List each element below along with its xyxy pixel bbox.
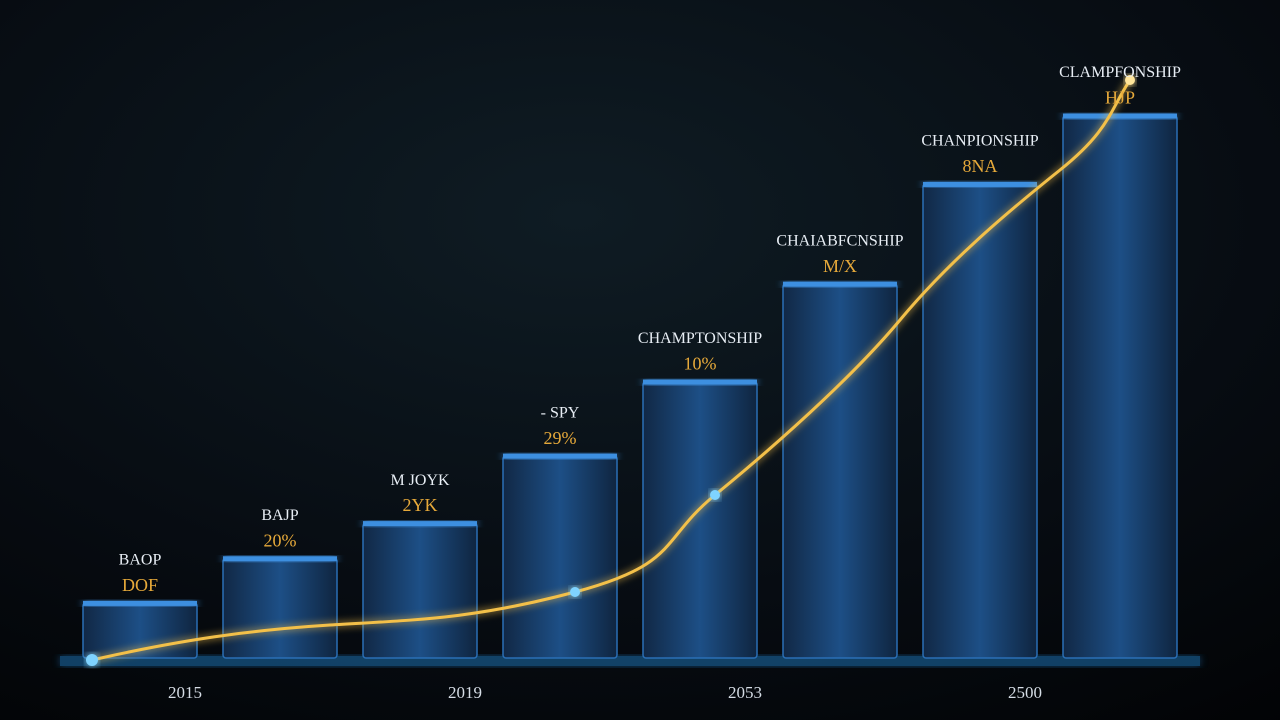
x-tick-label: 2019 (448, 683, 482, 702)
floor-glow (60, 656, 1200, 666)
trend-line (91, 79, 1132, 662)
annotation-title: CHAIABFCNSHIP (776, 232, 903, 249)
bar-top (83, 600, 197, 606)
bar (362, 522, 478, 659)
bar (502, 454, 618, 659)
bar-top (643, 379, 757, 385)
annotation-title: - SPY (541, 404, 580, 421)
bar-top (363, 521, 477, 527)
bar (922, 183, 1038, 659)
annotation-label: 2YK (403, 495, 438, 515)
x-tick-label: 2015 (168, 683, 202, 702)
bar-top (783, 281, 897, 287)
annotation-label: 20% (264, 530, 297, 550)
annotation-label: 29% (544, 428, 577, 448)
bar-top (1063, 113, 1177, 119)
bar (642, 380, 758, 659)
glow-dot (1125, 75, 1135, 85)
annotation-title: CHAMPTONSHIP (638, 330, 762, 347)
annotation-label: HJP (1105, 88, 1135, 108)
annotation-title: M JOYK (390, 472, 450, 489)
bar (222, 557, 338, 659)
glow-dot (86, 654, 98, 666)
bar-top (923, 181, 1037, 187)
bar (1062, 114, 1178, 659)
bar (782, 282, 898, 659)
bar-top (503, 453, 617, 459)
annotation-label: 8NA (963, 156, 998, 176)
annotation-title: CHANPIONSHIP (921, 133, 1038, 150)
bars (82, 113, 1178, 659)
annotation-label: 10% (684, 354, 717, 374)
x-tick-label: 2053 (728, 683, 762, 702)
annotation-title: BAJP (261, 507, 298, 524)
annotation-title: BAOP (119, 552, 162, 569)
annotation-title: CLAMPFONSHIP (1059, 64, 1181, 81)
x-tick-label: 2500 (1008, 683, 1042, 702)
glow-dot (710, 490, 720, 500)
bar-top (223, 556, 337, 562)
glow-dot (570, 587, 580, 597)
annotation-label: DOF (122, 575, 158, 595)
annotation-label: M/X (823, 256, 857, 276)
